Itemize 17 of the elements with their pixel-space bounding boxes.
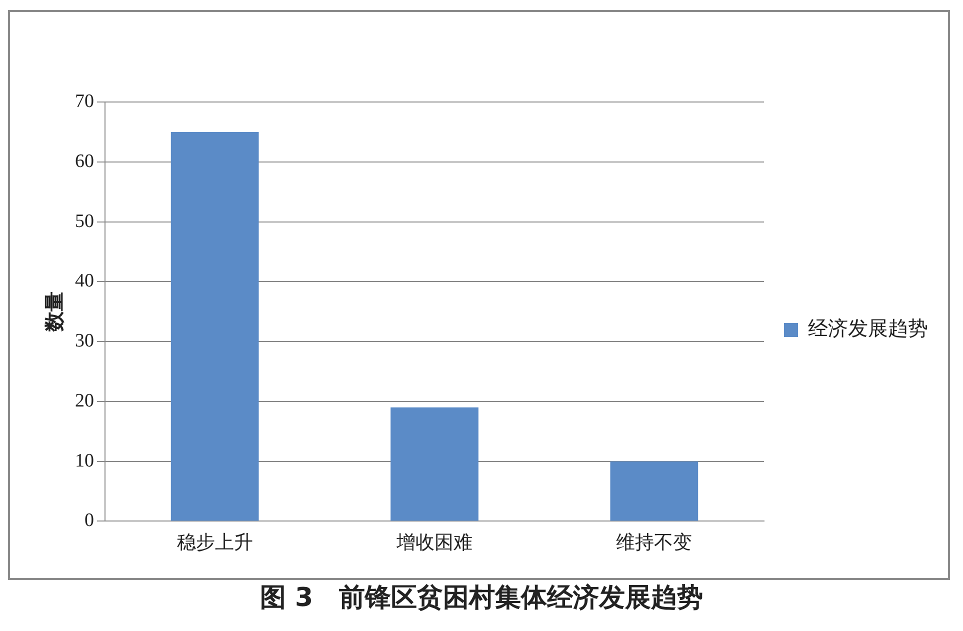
x-tick-label: 维持不变 bbox=[616, 532, 692, 554]
y-tick-label: 0 bbox=[84, 510, 94, 532]
y-axis-title: 数量 bbox=[42, 292, 66, 333]
bar bbox=[610, 461, 698, 521]
legend-label: 经济发展趋势 bbox=[808, 316, 928, 340]
x-tick-label: 稳步上升 bbox=[176, 532, 253, 554]
y-tick-label: 10 bbox=[75, 450, 94, 472]
y-tick-label: 20 bbox=[75, 390, 94, 412]
y-tick-label: 60 bbox=[75, 150, 94, 172]
x-tick-label: 增收困难 bbox=[396, 532, 472, 554]
y-tick-label: 40 bbox=[75, 270, 94, 292]
y-tick-label: 30 bbox=[75, 330, 94, 352]
bar bbox=[390, 407, 478, 521]
text: 图 3 前锋区贫困村集体经济发展趋势 bbox=[258, 582, 704, 615]
y-tick-label: 70 bbox=[75, 90, 94, 112]
bar bbox=[170, 132, 259, 521]
y-tick-label: 50 bbox=[75, 210, 94, 232]
